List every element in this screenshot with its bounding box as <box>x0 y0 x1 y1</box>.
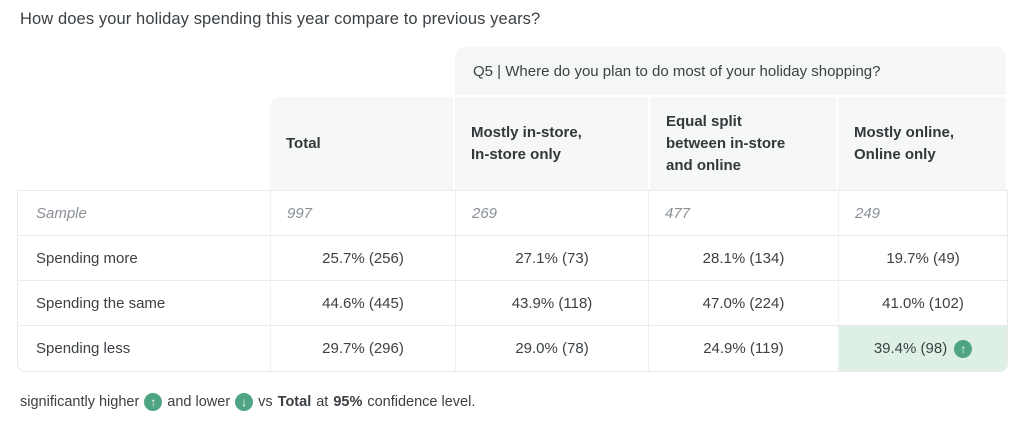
spending-same-mostly-online: 41.0% (102) <box>839 281 1007 326</box>
spending-more-mostly-in-store: 27.1% (73) <box>456 236 649 281</box>
page-title: How does your holiday spending this year… <box>20 10 541 28</box>
sample-total: 997 <box>271 191 456 236</box>
footnote-text: at <box>316 394 329 410</box>
significantly-lower-icon: ↓ <box>235 393 254 411</box>
significantly-higher-icon: ↑ <box>954 339 973 358</box>
spending-less-mostly-in-store: 29.0% (78) <box>456 326 649 371</box>
crosstab-table-body: Sample 997 269 477 249 Spending more 25.… <box>17 190 1008 372</box>
spending-less-equal-split: 24.9% (119) <box>649 326 839 371</box>
spending-more-mostly-online: 19.7% (49) <box>839 236 1007 281</box>
spending-more-equal-split: 28.1% (134) <box>649 236 839 281</box>
column-header-line: Equal split <box>666 112 742 130</box>
footnote-text: confidence level. <box>367 394 476 410</box>
column-header-mostly-online: Mostly online, Online only <box>838 97 1006 190</box>
footnote-text: vs <box>258 394 273 410</box>
sample-equal-split: 477 <box>649 191 839 236</box>
column-header-total: Total <box>270 97 453 190</box>
footnote-text: significantly higher <box>20 394 140 410</box>
spending-less-total: 29.7% (296) <box>271 326 456 371</box>
footnote-confidence-bold: 95% <box>333 394 363 410</box>
column-header-line: between in-store <box>666 134 786 152</box>
column-header-line: Mostly online, <box>854 123 955 141</box>
row-label-sample: Sample <box>18 191 271 236</box>
row-label-spending-same: Spending the same <box>18 281 271 326</box>
column-header-line: and online <box>666 156 741 174</box>
sample-mostly-online: 249 <box>839 191 1007 236</box>
footnote-total-bold: Total <box>277 394 312 410</box>
row-label-spending-less: Spending less <box>18 326 271 371</box>
column-headers-group: Mostly in-store, In-store only Equal spl… <box>455 97 1006 190</box>
significance-footnote: significantly higher ↑ and lower ↓ vs To… <box>20 392 475 412</box>
spending-less-mostly-online-significant: 39.4% (98) ↑ <box>839 326 1007 371</box>
column-header-label: Total <box>286 134 321 152</box>
significantly-higher-icon: ↑ <box>144 393 163 411</box>
significant-value: 39.4% (98) <box>873 340 948 357</box>
spending-same-total: 44.6% (445) <box>271 281 456 326</box>
row-label-spending-more: Spending more <box>18 236 271 281</box>
column-header-equal-split: Equal split between in-store and online <box>650 97 836 190</box>
spending-more-total: 25.7% (256) <box>271 236 456 281</box>
footnote-text: and lower <box>167 394 231 410</box>
spending-same-equal-split: 47.0% (224) <box>649 281 839 326</box>
sample-mostly-in-store: 269 <box>456 191 649 236</box>
column-header-line: Mostly in-store, <box>471 123 582 141</box>
spending-same-mostly-in-store: 43.9% (118) <box>456 281 649 326</box>
column-header-line: In-store only <box>471 145 562 163</box>
column-header-mostly-in-store: Mostly in-store, In-store only <box>455 97 648 190</box>
crosstab-question-banner: Q5 | Where do you plan to do most of you… <box>455 47 1006 95</box>
column-header-line: Online only <box>854 145 936 163</box>
crosstab-question-text: Q5 | Where do you plan to do most of you… <box>473 62 881 80</box>
